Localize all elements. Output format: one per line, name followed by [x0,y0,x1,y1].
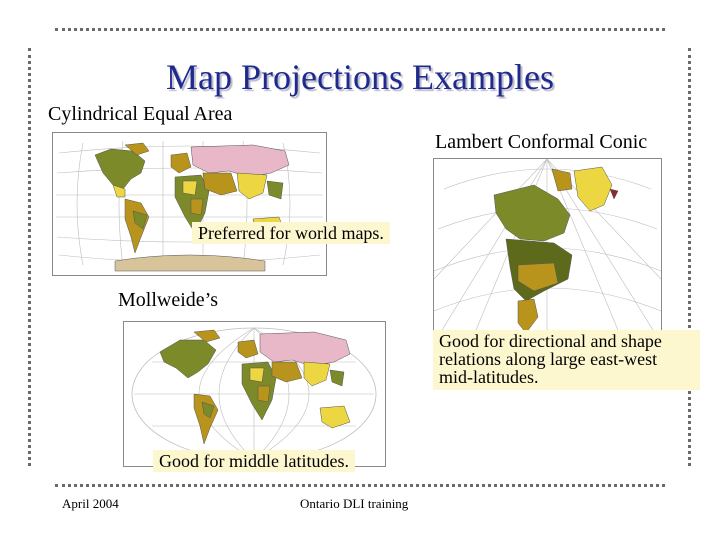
cylindrical-map-graphic [56,140,323,272]
mollweide-label: Mollweide’s [118,289,218,311]
lambert-label: Lambert Conformal Conic [435,131,648,153]
lambert-note-line-3: mid-latitudes. [439,367,539,387]
top-dotted-border [55,28,665,31]
left-dotted-border [28,48,31,466]
mollweide-map [123,321,386,467]
right-dotted-border [688,48,691,466]
lambert-map-graphic [434,159,661,335]
mollweide-note: Good for middle latitudes. [153,450,355,472]
lambert-note-line-1: Good for directional and shape [439,331,662,351]
cylindrical-label: Cylindrical Equal Area [48,103,233,125]
footer-date: April 2004 [62,496,119,511]
footer-center: Ontario DLI training [300,496,409,511]
bottom-dotted-border [55,484,665,487]
mollweide-map-graphic [131,327,377,462]
slide-title: Map Projections Examples [166,57,554,97]
lambert-map [433,158,662,336]
lambert-note: Good for directional and shape relations… [433,330,700,390]
lambert-note-line-2: relations along large east-west [439,349,658,369]
cylindrical-map [52,132,327,276]
cylindrical-note: Preferred for world maps. [192,222,390,244]
